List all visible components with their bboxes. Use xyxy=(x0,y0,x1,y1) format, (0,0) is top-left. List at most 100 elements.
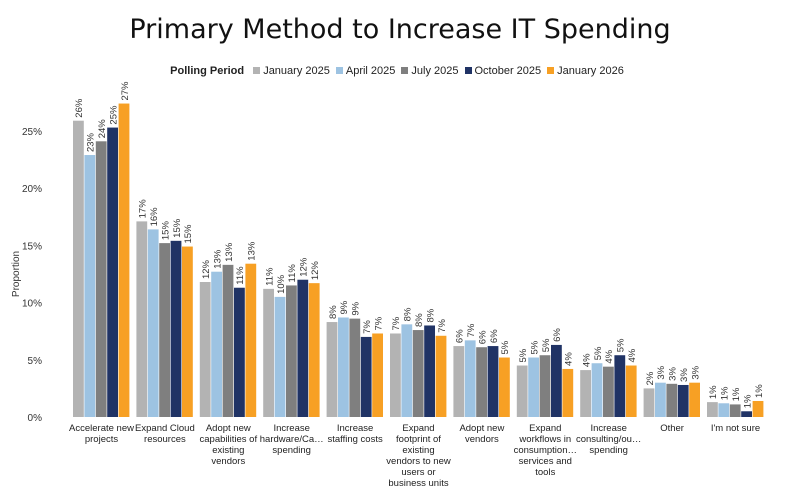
data-label: 5% xyxy=(541,338,552,352)
bar xyxy=(666,383,678,417)
data-label: 15% xyxy=(183,224,194,244)
x-tick-label: Increase xyxy=(273,423,309,434)
bar xyxy=(147,229,159,417)
x-tick-label: vendors xyxy=(211,456,245,467)
legend-swatch xyxy=(253,67,261,74)
bar xyxy=(286,285,297,417)
x-tick-label: Adopt new xyxy=(206,423,251,434)
legend-item: January 2026 xyxy=(547,65,624,77)
bar xyxy=(516,365,528,417)
chart-title: Primary Method to Increase IT Spending xyxy=(129,14,671,45)
data-label: 15% xyxy=(160,221,171,241)
bar xyxy=(424,325,435,417)
x-tick-label: capabilities of xyxy=(200,434,258,445)
data-label: 16% xyxy=(149,207,160,227)
x-tick-label: workflows in xyxy=(518,434,571,445)
bar xyxy=(390,333,401,417)
y-axis-label: Proportion xyxy=(11,251,22,297)
data-label: 4% xyxy=(564,352,575,366)
bar xyxy=(95,141,107,417)
bar xyxy=(707,402,718,417)
x-tick-label: tools xyxy=(535,467,555,478)
legend-label: July 2025 xyxy=(411,65,459,77)
legend-label: January 2025 xyxy=(263,65,330,77)
data-label: 7% xyxy=(437,318,448,332)
bar xyxy=(401,324,413,417)
data-label: 15% xyxy=(172,218,183,238)
bar xyxy=(349,318,361,417)
data-label: 12% xyxy=(310,261,321,281)
bar xyxy=(360,336,372,417)
legend-label: April 2025 xyxy=(345,65,396,77)
x-tick-label: projects xyxy=(85,434,119,445)
bar xyxy=(603,366,614,417)
bar xyxy=(412,330,424,417)
data-label: 13% xyxy=(212,249,223,269)
data-label: 25% xyxy=(108,105,119,125)
y-tick-label: 5% xyxy=(28,356,43,367)
data-label: 1% xyxy=(720,386,731,400)
data-label: 13% xyxy=(224,242,235,262)
data-label: 5% xyxy=(500,340,511,354)
y-tick-label: 20% xyxy=(22,184,42,195)
bar xyxy=(580,370,591,417)
data-label: 12% xyxy=(299,257,310,277)
legend-label: January 2026 xyxy=(557,65,624,77)
data-label: 4% xyxy=(581,353,592,367)
data-label: 3% xyxy=(690,365,701,379)
bar xyxy=(718,403,730,417)
x-tick-label: spending xyxy=(272,445,311,456)
bar xyxy=(263,288,274,417)
x-tick-label: hardware/Ca… xyxy=(260,434,324,445)
data-label: 5% xyxy=(518,348,529,362)
x-tick-label: consumption… xyxy=(514,445,577,456)
data-label: 2% xyxy=(645,371,656,385)
data-label: 11% xyxy=(264,267,275,286)
data-label: 7% xyxy=(362,320,373,334)
x-tick-label: Adopt new xyxy=(459,423,504,434)
bar xyxy=(435,335,447,417)
data-label: 24% xyxy=(97,119,108,139)
bar xyxy=(614,355,626,417)
data-label: 11% xyxy=(287,264,298,283)
bar xyxy=(159,243,170,417)
bar xyxy=(643,388,655,417)
data-label: 12% xyxy=(201,259,212,279)
bar xyxy=(562,368,574,417)
x-tick-label: vendors xyxy=(465,434,499,445)
data-label: 27% xyxy=(120,81,131,101)
bar xyxy=(539,355,551,417)
data-label: 1% xyxy=(742,394,753,408)
x-tick-label: consulting/ou… xyxy=(576,434,641,445)
bar xyxy=(73,120,84,417)
bar xyxy=(211,271,222,417)
data-label: 6% xyxy=(455,329,466,343)
data-label: 11% xyxy=(235,266,246,285)
data-label: 7% xyxy=(391,316,402,330)
data-label: 7% xyxy=(466,323,477,337)
data-label: 8% xyxy=(328,305,339,319)
x-tick-label: Accelerate new xyxy=(69,423,134,434)
bar xyxy=(245,263,257,417)
data-label: 1% xyxy=(754,384,765,398)
x-tick-label: Expand xyxy=(402,423,434,434)
legend-swatch xyxy=(335,67,343,74)
data-label: 3% xyxy=(679,368,690,382)
legend-label: October 2025 xyxy=(474,65,542,77)
data-label: 6% xyxy=(489,329,500,343)
data-label: 5% xyxy=(616,338,627,352)
data-label: 7% xyxy=(373,316,384,330)
bar xyxy=(591,363,603,417)
data-label: 13% xyxy=(247,241,258,261)
bar xyxy=(297,279,309,417)
bar xyxy=(487,346,499,417)
legend-item: July 2025 xyxy=(401,65,459,77)
bar xyxy=(118,103,130,417)
data-label: 6% xyxy=(552,328,563,342)
data-label: 10% xyxy=(276,274,287,294)
bar xyxy=(274,296,286,417)
data-label: 6% xyxy=(477,330,488,344)
x-tick-label: resources xyxy=(144,434,186,445)
x-tick-label: existing xyxy=(212,445,244,456)
